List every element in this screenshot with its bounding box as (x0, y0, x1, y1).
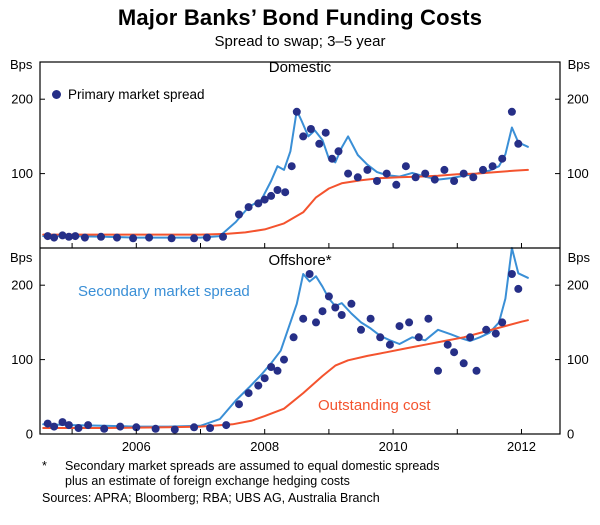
y-axis-unit-mid-left: Bps (10, 250, 33, 265)
y-axis-unit-mid-right: Bps (567, 250, 590, 265)
svg-text:0: 0 (26, 427, 33, 442)
svg-text:200: 200 (567, 92, 589, 107)
chart-title: Major Banks’ Bond Funding Costs (117, 5, 483, 30)
svg-text:100: 100 (11, 166, 33, 181)
y-axis-unit-top-right: Bps (567, 57, 590, 72)
panel-title-domestic: Domestic (268, 59, 332, 76)
svg-text:2012: 2012 (507, 439, 536, 454)
svg-text:2006: 2006 (122, 439, 151, 454)
legend-primary-spread-label: Primary market spread (68, 87, 205, 102)
svg-text:200: 200 (11, 278, 33, 293)
footnote: * Secondary market spreads are assumed t… (42, 459, 440, 490)
svg-text:100: 100 (11, 352, 33, 367)
plot-area: 100 100 200 200 0 0 100 100 200 200 2006 2008 2010 20… (0, 52, 600, 456)
outstanding-cost-label: Outstanding cost (318, 397, 431, 414)
svg-text:200: 200 (567, 278, 589, 293)
sources-line: Sources: APRA; Bloomberg; RBA; UBS AG, A… (42, 491, 380, 505)
svg-text:0: 0 (567, 427, 574, 442)
secondary-spread-label: Secondary market spread (78, 283, 250, 300)
y-axis-unit-top-left: Bps (10, 57, 33, 72)
footnote-marker: * (42, 459, 47, 473)
svg-text:100: 100 (567, 352, 589, 367)
footnote-line1: Secondary market spreads are assumed to … (65, 459, 440, 473)
svg-text:2010: 2010 (379, 439, 408, 454)
svg-text:200: 200 (11, 92, 33, 107)
chart-plot: 100 100 200 200 0 0 100 100 200 200 2006 2008 2010 20… (11, 61, 589, 454)
chart-subtitle: Spread to swap; 3–5 year (214, 33, 386, 50)
panel-title-offshore: Offshore* (268, 252, 332, 269)
svg-text:100: 100 (567, 166, 589, 181)
primary-spread-dot-icon (52, 90, 61, 99)
legend-primary-spread: Primary market spread (52, 87, 205, 102)
svg-text:2008: 2008 (250, 439, 279, 454)
footnote-line2: plus an estimate of foreign exchange hed… (65, 474, 350, 489)
